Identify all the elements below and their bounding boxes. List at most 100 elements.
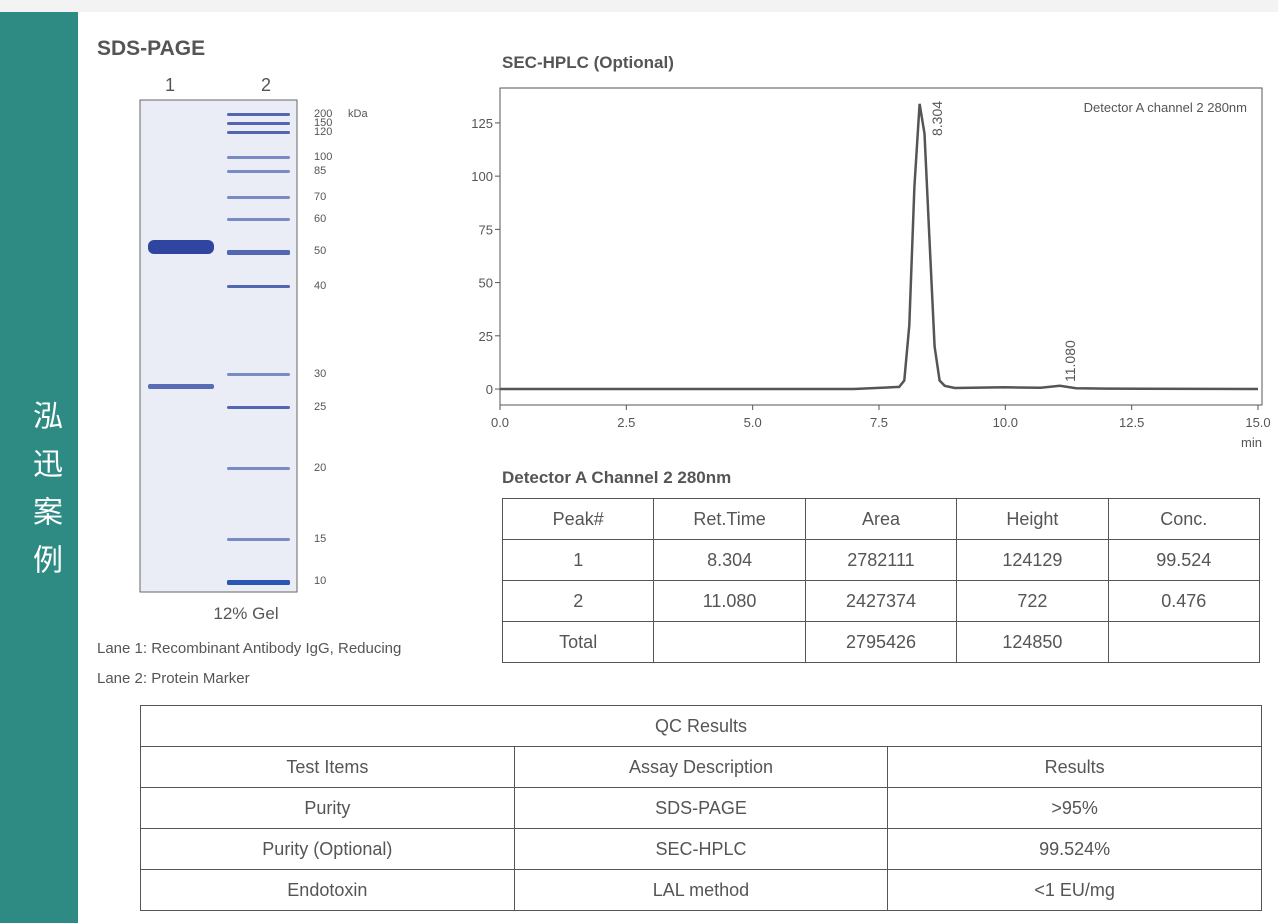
table-cell: 99.524 <box>1108 540 1259 581</box>
x-tick-label: 10.0 <box>993 415 1018 430</box>
table-cell: Total <box>503 622 654 663</box>
gel-unit: kDa <box>348 108 368 120</box>
table-cell: >95% <box>888 788 1262 829</box>
marker-label: 100 <box>314 151 332 163</box>
x-tick-label: 7.5 <box>870 415 888 430</box>
detector-label: Detector A channel 2 280nm <box>1084 100 1247 115</box>
table-title: Detector A Channel 2 280nm <box>502 468 731 487</box>
table-cell: SEC-HPLC <box>514 829 888 870</box>
gel-legend: Lane 1: Recombinant Antibody IgG, Reduci… <box>97 640 401 657</box>
marker-band <box>227 113 290 116</box>
table-cell <box>1108 622 1259 663</box>
table-cell: 124850 <box>957 622 1108 663</box>
table-cell: <1 EU/mg <box>888 870 1262 911</box>
marker-label: 85 <box>314 165 326 177</box>
lane-label: 2 <box>261 75 271 95</box>
page: 泓迅案例 SDS-PAGE 1 2 kDa 12% Gel Lane 1: Re… <box>0 0 1278 923</box>
marker-label: 30 <box>314 368 326 380</box>
x-tick-label: 2.5 <box>617 415 635 430</box>
table-cell: 2427374 <box>805 581 956 622</box>
table-cell: 2782111 <box>805 540 956 581</box>
table-cell: 124129 <box>957 540 1108 581</box>
table-cell: Height <box>957 499 1108 540</box>
marker-label: 25 <box>314 401 326 413</box>
y-tick-label: 75 <box>479 222 493 237</box>
x-tick-label: 0.0 <box>491 415 509 430</box>
table-cell: Ret.Time <box>654 499 805 540</box>
marker-label: 50 <box>314 245 326 257</box>
marker-label: 10 <box>314 575 326 587</box>
marker-label: 60 <box>314 213 326 225</box>
table-row: QC Results <box>141 706 1262 747</box>
x-tick-label: 5.0 <box>744 415 762 430</box>
table-cell: Peak# <box>503 499 654 540</box>
plot-frame <box>500 88 1262 405</box>
x-tick-label: 12.5 <box>1119 415 1144 430</box>
marker-band <box>227 406 290 409</box>
y-tick-label: 0 <box>486 382 493 397</box>
table-cell: 8.304 <box>654 540 805 581</box>
marker-label: 120 <box>314 126 332 138</box>
peak-label: 11.080 <box>1062 340 1078 382</box>
table-cell: Area <box>805 499 956 540</box>
gel-caption: 12% Gel <box>213 604 278 623</box>
table-cell: SDS-PAGE <box>514 788 888 829</box>
x-axis-label: min <box>1241 435 1262 450</box>
table-cell: 722 <box>957 581 1108 622</box>
marker-band <box>227 538 290 541</box>
table-cell: 11.080 <box>654 581 805 622</box>
gel-legend: Lane 2: Protein Marker <box>97 670 250 687</box>
gel-band <box>148 240 214 254</box>
gel-title: SDS-PAGE <box>97 37 205 60</box>
marker-band <box>227 196 290 199</box>
table-cell: 2 <box>503 581 654 622</box>
table-cell: 99.524% <box>888 829 1262 870</box>
table-cell: Results <box>888 747 1262 788</box>
table-cell: Conc. <box>1108 499 1259 540</box>
marker-band <box>227 156 290 159</box>
y-tick-label: 125 <box>471 116 493 131</box>
marker-band <box>227 170 290 173</box>
table-cell: LAL method <box>514 870 888 911</box>
marker-band <box>227 131 290 134</box>
table-cell: Assay Description <box>514 747 888 788</box>
marker-label: 70 <box>314 191 326 203</box>
marker-label: 40 <box>314 280 326 292</box>
table-cell: Purity <box>141 788 515 829</box>
table-cell: Endotoxin <box>141 870 515 911</box>
x-tick-label: 15.0 <box>1245 415 1270 430</box>
gel-band <box>148 384 214 389</box>
table-cell: Test Items <box>141 747 515 788</box>
marker-band <box>227 285 290 288</box>
table-cell: Purity (Optional) <box>141 829 515 870</box>
marker-band <box>227 373 290 376</box>
marker-label: 15 <box>314 533 326 545</box>
y-tick-label: 100 <box>471 169 493 184</box>
peak-label: 8.304 <box>929 101 945 136</box>
y-tick-label: 50 <box>479 276 493 291</box>
marker-label: 20 <box>314 462 326 474</box>
marker-band <box>227 218 290 221</box>
table-cell: 1 <box>503 540 654 581</box>
marker-band <box>227 122 290 125</box>
table-cell: 0.476 <box>1108 581 1259 622</box>
lane-label: 1 <box>165 75 175 95</box>
y-tick-label: 25 <box>479 329 493 344</box>
marker-band <box>227 580 290 585</box>
marker-band <box>227 467 290 470</box>
table-cell: QC Results <box>141 706 1262 747</box>
chromatogram-line <box>500 104 1258 389</box>
chart-title: SEC-HPLC (Optional) <box>502 53 674 72</box>
table-cell: 2795426 <box>805 622 956 663</box>
gel-image <box>140 100 297 592</box>
marker-band <box>227 250 290 255</box>
